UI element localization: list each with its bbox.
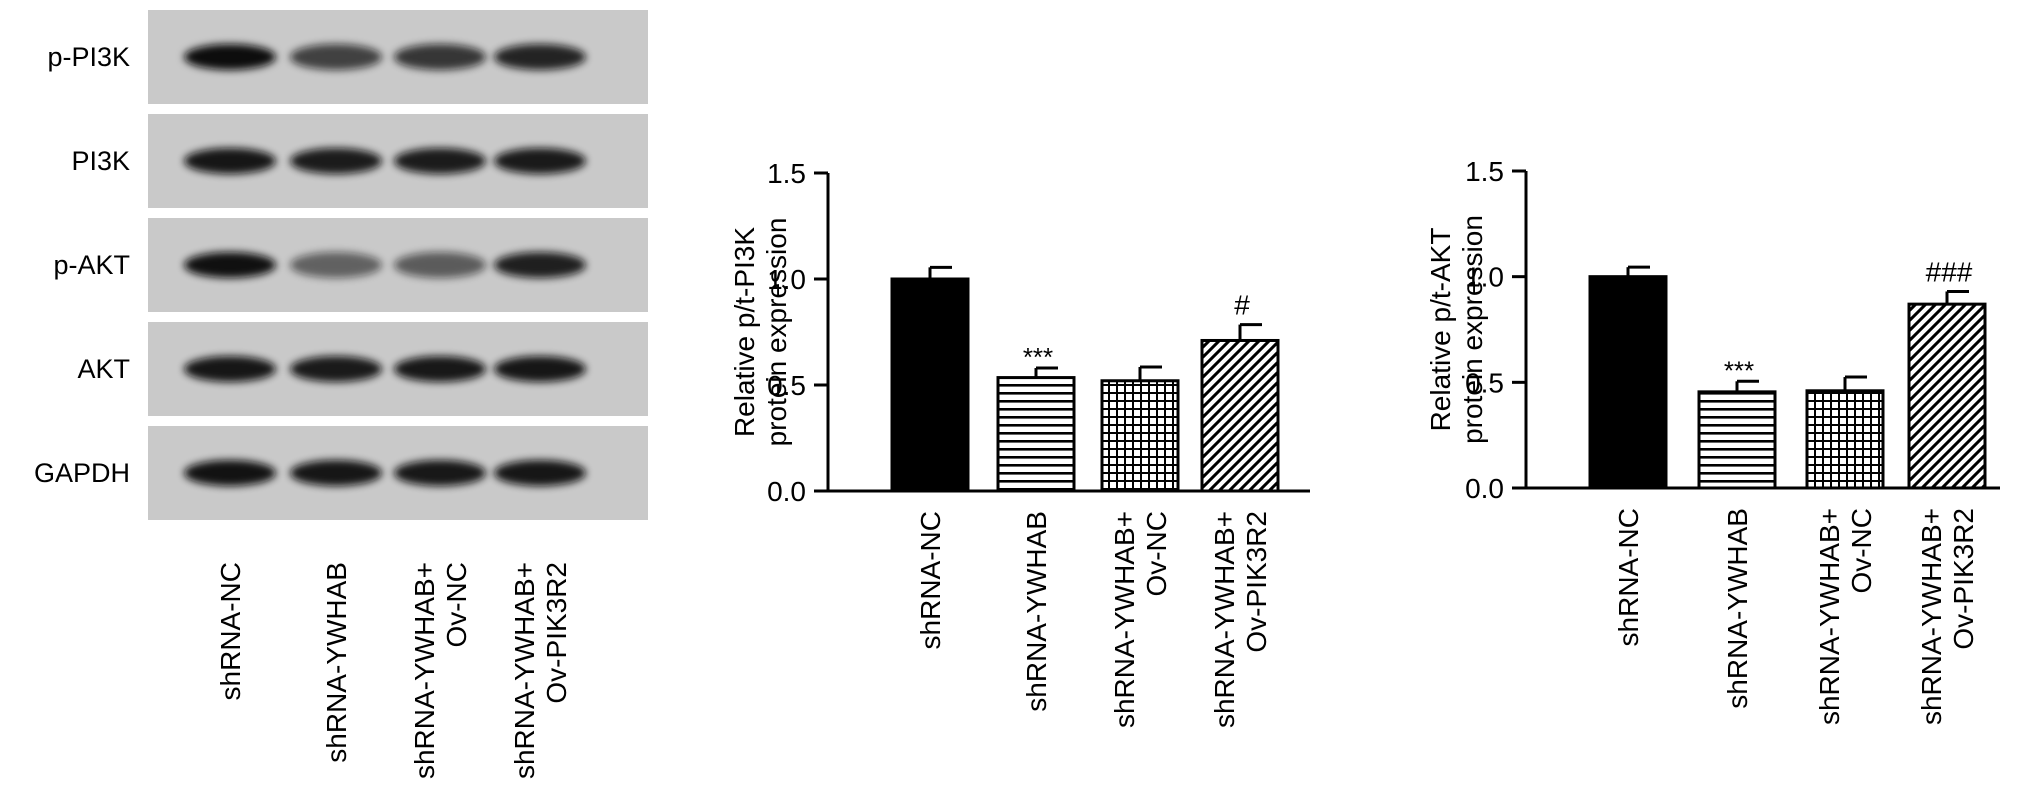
- blot-row-label: GAPDH: [34, 458, 130, 488]
- y-axis-label-line: protein expression: [761, 218, 792, 447]
- blot-band: [394, 356, 486, 382]
- y-axis-label: Relative p/t-PI3K protein expression: [729, 218, 792, 447]
- x-tick-label-line: Ov-NC: [1141, 511, 1172, 597]
- western-blot-panel: p-PI3K PI3K p-AKT AKT GAPDH shRNA-NC shRNA-YW…: [34, 10, 648, 779]
- blot-band: [290, 148, 382, 174]
- bar-shrna-ywhab: [996, 376, 1076, 493]
- blot-band: [394, 148, 486, 174]
- blot-band: [394, 252, 486, 278]
- x-tick-label-line: shRNA-YWHAB: [1021, 511, 1052, 712]
- akt-bar-chart: 0.0 0.5 1.0 1.5 Relative p/t-AKT protein expr…: [1425, 156, 2000, 725]
- blot-row-label: p-PI3K: [47, 42, 130, 72]
- blot-lane-label: shRNA-YWHAB+ Ov-PIK3R2: [509, 562, 572, 779]
- y-axis-label-line: Relative p/t-AKT: [1425, 228, 1456, 432]
- blot-band: [494, 356, 586, 382]
- y-tick-label: 0.5: [1465, 367, 1504, 398]
- blot-lane-label-line: Ov-PIK3R2: [541, 562, 572, 704]
- y-tick-label: 0.0: [1465, 473, 1504, 504]
- blot-band: [494, 460, 586, 486]
- blot-strip-p-akt: [148, 218, 648, 312]
- blot-band: [290, 460, 382, 486]
- y-axis-label-line: Relative p/t-PI3K: [729, 227, 760, 437]
- blot-lane-label-line: shRNA-NC: [215, 562, 246, 700]
- blot-band: [184, 148, 276, 174]
- bar-shrna-nc: [1588, 275, 1668, 490]
- blot-strip-gapdh: [148, 426, 648, 520]
- bar-shrna-ywhab-ov-nc: [1805, 389, 1885, 490]
- significance-label: ***: [1724, 355, 1754, 385]
- x-tick-label-line: shRNA-YWHAB+: [1209, 511, 1240, 728]
- blot-strip-akt: [148, 322, 648, 416]
- blot-band: [184, 460, 276, 486]
- x-tick-label: shRNA-YWHAB+ Ov-PIK3R2: [1209, 511, 1272, 728]
- bar-shrna-nc: [890, 277, 970, 493]
- x-tick-label-line: Ov-PIK3R2: [1948, 508, 1979, 650]
- x-tick-label: shRNA-YWHAB: [1021, 511, 1052, 712]
- bar-shrna-ywhab: [1697, 390, 1777, 490]
- bar-shrna-ywhab-ov-nc: [1100, 379, 1180, 493]
- blot-band: [494, 148, 586, 174]
- y-axis-label-line: protein expression: [1457, 215, 1488, 444]
- y-tick-label: 1.0: [1465, 262, 1504, 293]
- x-tick-label-line: shRNA-YWHAB+: [1109, 511, 1140, 728]
- x-tick-label-line: Ov-PIK3R2: [1241, 511, 1272, 653]
- significance-label: #: [1234, 290, 1250, 321]
- blot-band: [494, 252, 586, 278]
- blot-band: [184, 44, 276, 70]
- blot-lane-label-line: shRNA-YWHAB+: [509, 562, 540, 779]
- y-tick-label: 1.0: [767, 264, 806, 295]
- y-tick-label: 0.0: [767, 476, 806, 507]
- blot-band: [290, 252, 382, 278]
- x-tick-label-line: shRNA-YWHAB+: [1916, 508, 1947, 725]
- blot-lane-label-line: shRNA-YWHAB+: [409, 562, 440, 779]
- y-tick-label: 1.5: [1465, 156, 1504, 187]
- blot-row-label: p-AKT: [53, 250, 130, 280]
- significance-label: ###: [1926, 256, 1973, 287]
- blot-row-label: PI3K: [71, 146, 130, 176]
- x-tick-label-line: Ov-NC: [1846, 508, 1877, 594]
- y-axis-label: Relative p/t-AKT protein expression: [1425, 215, 1488, 444]
- blot-band: [184, 356, 276, 382]
- blot-lane-label-line: shRNA-YWHAB: [321, 562, 352, 763]
- blot-band: [184, 252, 276, 278]
- blot-row-label: AKT: [77, 354, 130, 384]
- pi3k-bar-chart: 0.0 0.5 1.0 1.5 Relative p/t-PI3K protein exp…: [729, 158, 1310, 728]
- x-tick-label: shRNA-YWHAB+ Ov-NC: [1814, 508, 1877, 725]
- x-tick-label: shRNA-YWHAB: [1722, 508, 1753, 709]
- bar-shrna-ywhab-ov-pik3r2: [1907, 302, 1987, 490]
- x-tick-label: shRNA-YWHAB+ Ov-NC: [1109, 511, 1172, 728]
- x-tick-label: shRNA-NC: [915, 511, 946, 649]
- blot-lane-label: shRNA-NC: [215, 562, 246, 700]
- x-tick-label: shRNA-YWHAB+ Ov-PIK3R2: [1916, 508, 1979, 725]
- blot-lane-label: shRNA-YWHAB: [321, 562, 352, 763]
- significance-label: ***: [1023, 342, 1053, 372]
- x-tick-label-line: shRNA-YWHAB: [1722, 508, 1753, 709]
- blot-band: [290, 356, 382, 382]
- blot-lane-label-line: Ov-NC: [441, 562, 472, 648]
- bar-shrna-ywhab-ov-pik3r2: [1200, 338, 1280, 493]
- blot-band: [290, 44, 382, 70]
- blot-band: [394, 460, 486, 486]
- x-tick-label: shRNA-NC: [1613, 508, 1644, 646]
- blot-strip-p-pi3k: [148, 10, 648, 104]
- y-tick-label: 1.5: [767, 158, 806, 189]
- x-tick-label-line: shRNA-NC: [915, 511, 946, 649]
- blot-band: [494, 44, 586, 70]
- x-tick-label-line: shRNA-NC: [1613, 508, 1644, 646]
- y-tick-label: 0.5: [767, 370, 806, 401]
- blot-band: [394, 44, 486, 70]
- x-tick-label-line: shRNA-YWHAB+: [1814, 508, 1845, 725]
- blot-lane-label: shRNA-YWHAB+ Ov-NC: [409, 562, 472, 779]
- blot-strip-pi3k: [148, 114, 648, 208]
